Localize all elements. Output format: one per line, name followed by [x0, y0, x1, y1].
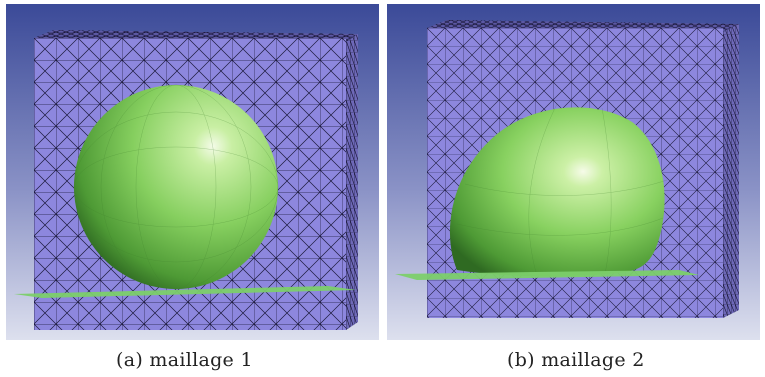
mesh-render-maillage-1 [6, 4, 379, 340]
figure-caption-b: (b) maillage 2 [507, 349, 645, 371]
figure-caption-a: (a) maillage 1 [116, 349, 253, 371]
figure-panel-maillage-1 [6, 4, 379, 340]
mesh-render-maillage-2 [387, 4, 760, 340]
figure-panel-maillage-2 [387, 4, 760, 340]
